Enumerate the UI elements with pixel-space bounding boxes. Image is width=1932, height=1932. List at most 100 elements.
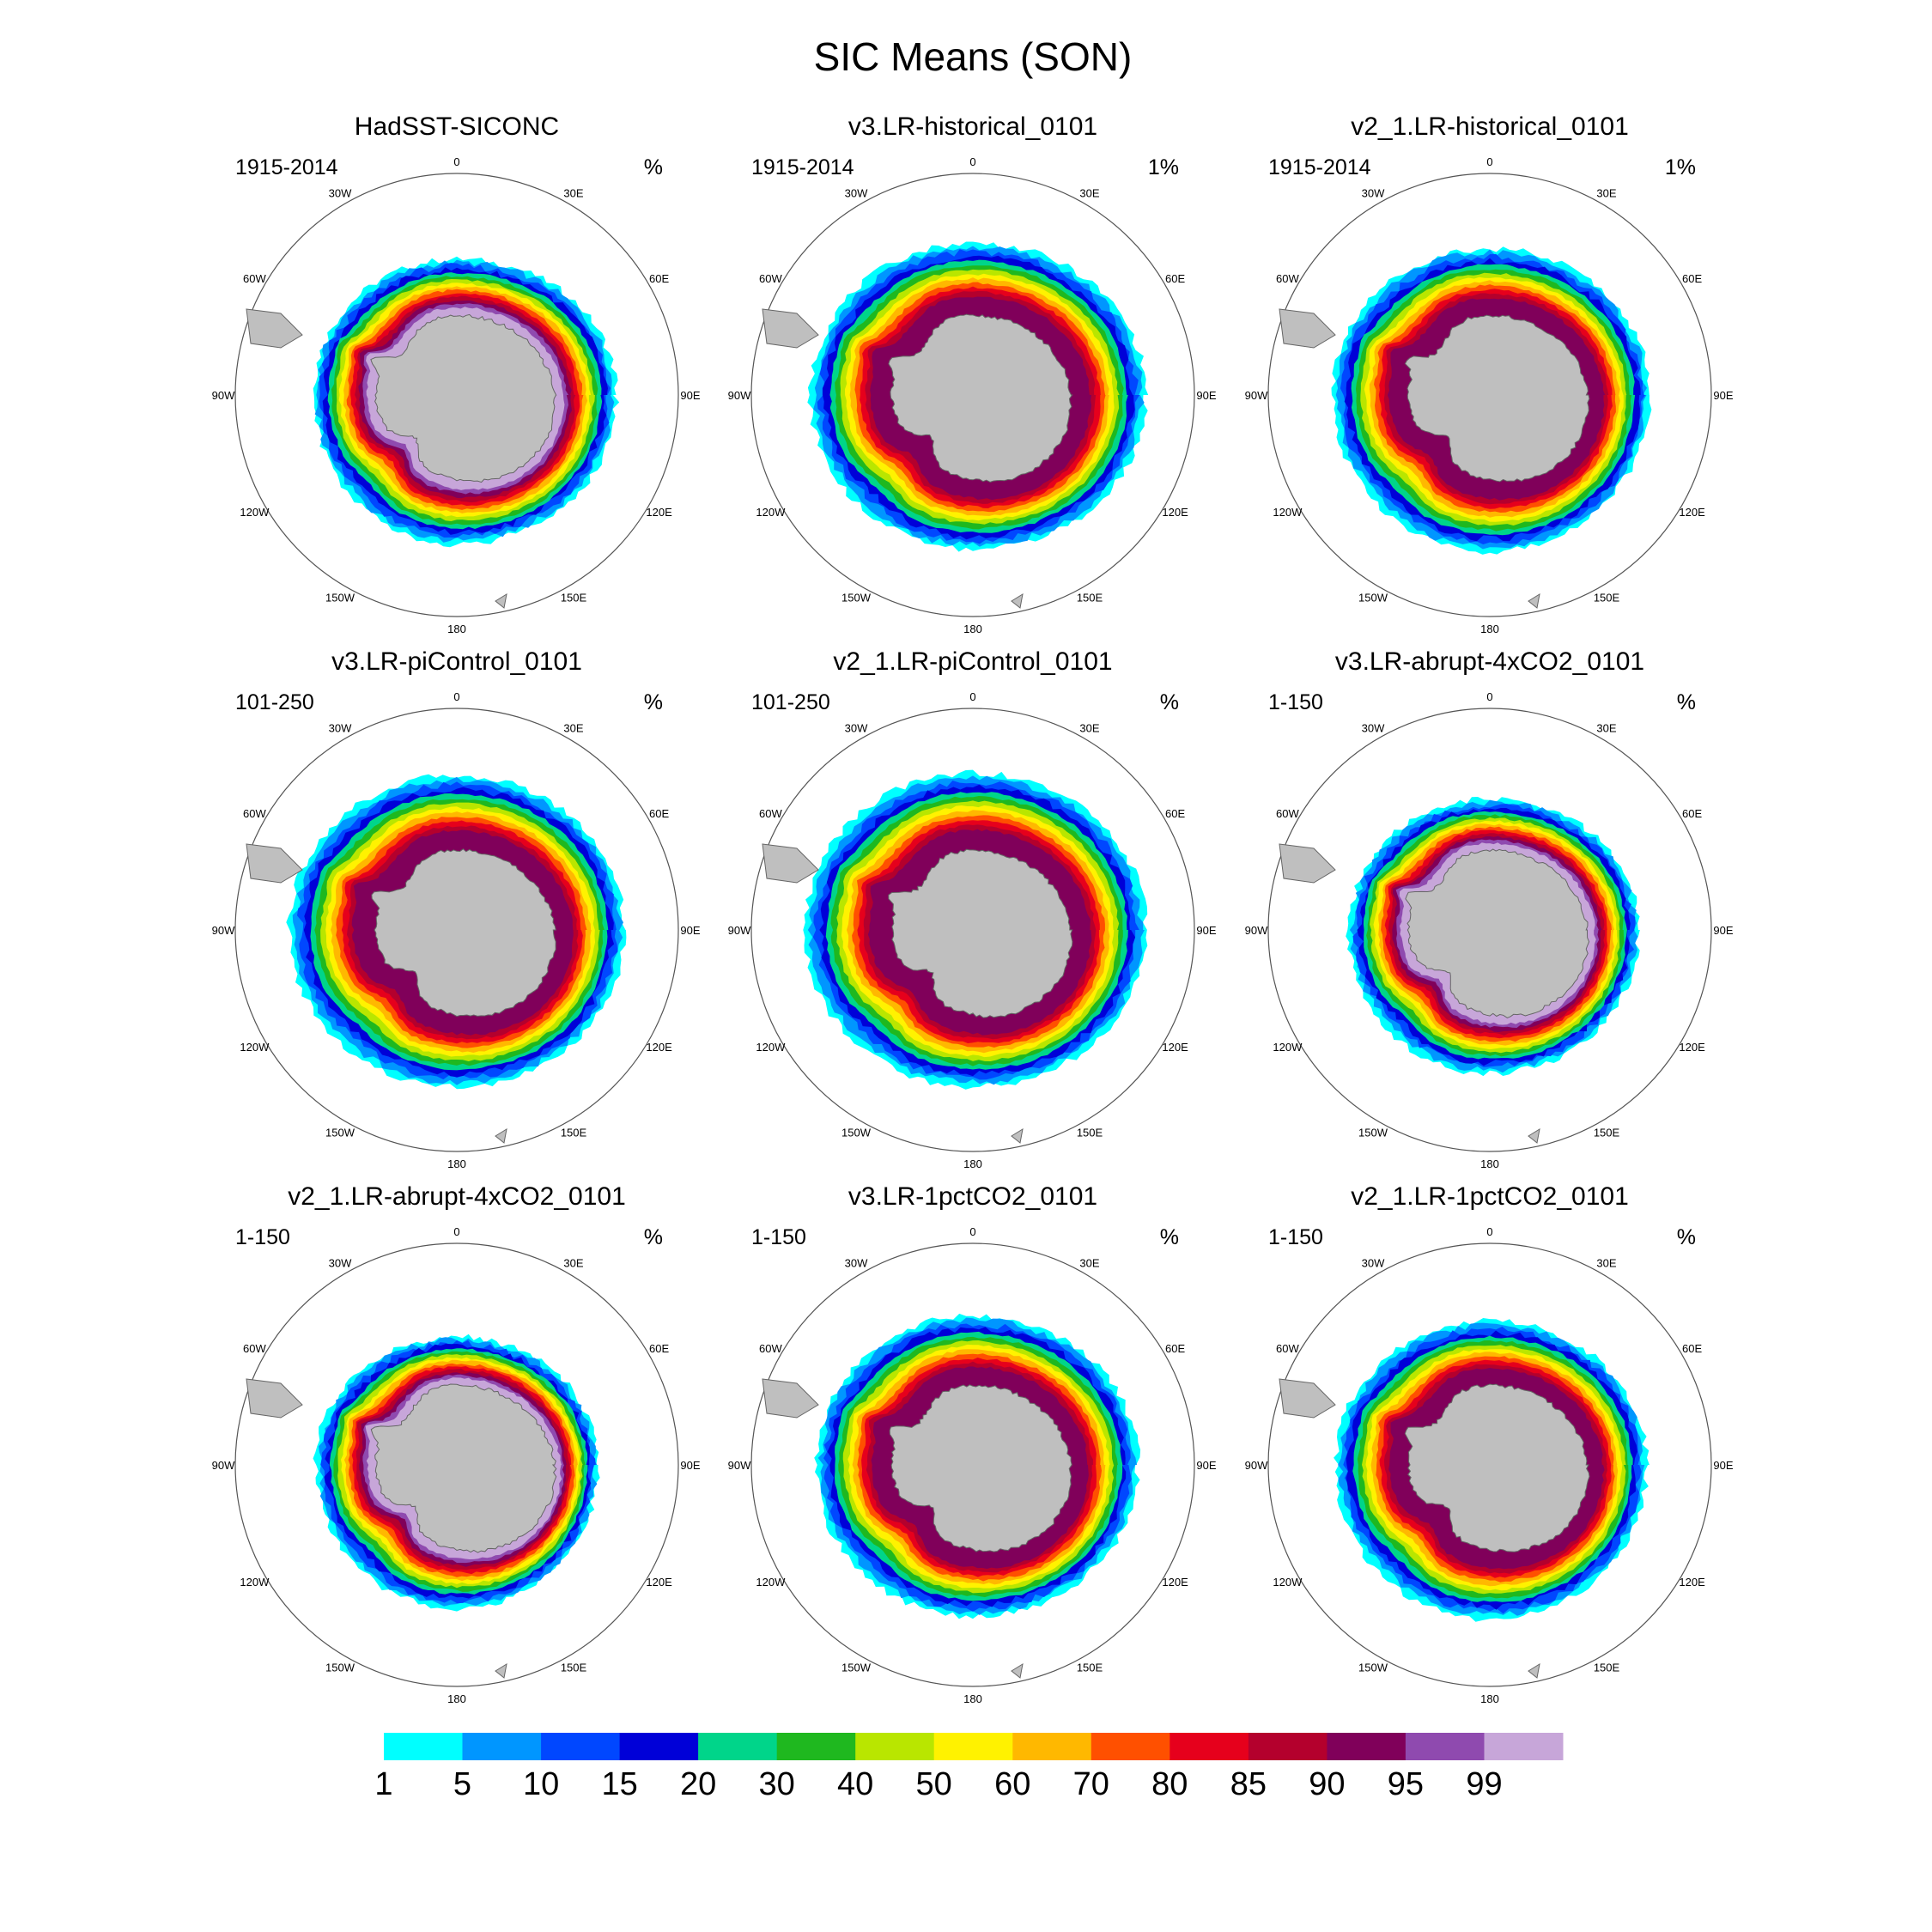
longitude-label: 120W — [1273, 506, 1303, 519]
new-zealand-landmass — [1011, 1127, 1024, 1144]
longitude-label: 150E — [1077, 592, 1103, 605]
longitude-label: 150W — [841, 1662, 872, 1674]
longitude-label: 60W — [243, 1342, 266, 1355]
colorbar-swatch — [1091, 1733, 1170, 1760]
longitude-label: 60E — [649, 807, 669, 820]
panel-title: v3.LR-piControl_0101 — [331, 647, 582, 676]
longitude-label: 120E — [1162, 506, 1188, 519]
new-zealand-landmass — [1011, 1662, 1024, 1679]
longitude-label: 90W — [728, 389, 751, 402]
longitude-label: 120E — [1679, 1576, 1705, 1589]
colorbar-tick-label: 95 — [1388, 1766, 1424, 1802]
colorbar-tick-label: 60 — [994, 1766, 1030, 1802]
map-panel: v3.LR-abrupt-4xCO2_0101 1-150 % 0 30E 60E 90E 1… — [1245, 647, 1734, 1170]
longitude-label: 150W — [841, 1127, 872, 1139]
longitude-label: 120W — [1273, 1576, 1303, 1589]
longitude-label: 150W — [325, 1662, 355, 1674]
colorbar-swatch — [1248, 1733, 1327, 1760]
panel-period: 1-150 — [1268, 690, 1323, 714]
longitude-label: 150E — [1594, 592, 1620, 605]
longitude-label: 60W — [759, 1342, 782, 1355]
longitude-label: 90E — [680, 1459, 700, 1472]
map-panel: v2_1.LR-historical_0101 1915-2014 1% 0 30E 60… — [1245, 112, 1734, 635]
longitude-label: 180 — [1480, 623, 1499, 635]
south-america-landmass — [246, 1378, 303, 1419]
longitude-label: 120W — [240, 1576, 270, 1589]
antarctica-landmass — [370, 313, 557, 483]
colorbar-tick-label: 80 — [1151, 1766, 1188, 1802]
longitude-label: 180 — [447, 1157, 466, 1170]
panel-period: 1-150 — [751, 1225, 806, 1249]
longitude-label: 60W — [243, 807, 266, 820]
panel-title: v2_1.LR-piControl_0101 — [833, 647, 1112, 676]
longitude-label: 30W — [1362, 186, 1385, 199]
longitude-label: 90W — [728, 924, 751, 937]
longitude-label: 90E — [680, 389, 700, 402]
longitude-label: 30E — [1596, 186, 1616, 199]
colorbar-tick-label: 85 — [1230, 1766, 1267, 1802]
figure-title: SIC Means (SON) — [814, 34, 1133, 79]
antarctica-landmass — [888, 848, 1073, 1018]
new-zealand-landmass — [1528, 592, 1540, 609]
longitude-label: 30E — [1596, 1256, 1616, 1269]
south-america-landmass — [246, 308, 303, 349]
longitude-label: 90W — [728, 1459, 751, 1472]
new-zealand-landmass — [1528, 1662, 1540, 1679]
panel-title: v3.LR-abrupt-4xCO2_0101 — [1335, 647, 1644, 676]
longitude-label: 0 — [453, 690, 459, 703]
longitude-label: 90W — [212, 1459, 235, 1472]
longitude-label: 60E — [1165, 272, 1185, 285]
colorbar-tick-label: 70 — [1073, 1766, 1109, 1802]
longitude-label: 120E — [646, 506, 672, 519]
colorbar-tick-label: 30 — [759, 1766, 795, 1802]
map-panel: v3.LR-piControl_0101 101-250 % 0 30E 60E 90E 12… — [212, 647, 701, 1170]
longitude-label: 180 — [1480, 1157, 1499, 1170]
longitude-label: 120W — [756, 1576, 786, 1589]
longitude-label: 90E — [1713, 389, 1733, 402]
longitude-label: 150W — [325, 592, 355, 605]
panel-units: % — [1160, 1225, 1179, 1249]
longitude-label: 120W — [240, 1041, 270, 1054]
longitude-label: 60E — [1682, 272, 1702, 285]
panel-units: 1% — [1148, 155, 1179, 179]
panel-units: % — [1677, 1225, 1696, 1249]
antarctica-landmass — [888, 313, 1073, 483]
longitude-label: 60W — [1276, 807, 1299, 820]
panel-period: 1915-2014 — [751, 155, 854, 179]
new-zealand-landmass — [495, 1662, 507, 1679]
longitude-label: 30E — [563, 1256, 583, 1269]
colorbar-tick-label: 99 — [1466, 1766, 1502, 1802]
panel-units: 1% — [1665, 155, 1696, 179]
panel-title: v3.LR-1pctCO2_0101 — [848, 1182, 1097, 1211]
south-america-landmass — [762, 843, 819, 884]
antarctica-landmass — [1405, 848, 1590, 1018]
colorbar-tick-label: 10 — [523, 1766, 559, 1802]
panel-units: % — [1160, 690, 1179, 714]
longitude-label: 60E — [1165, 807, 1185, 820]
map-panel: v3.LR-1pctCO2_0101 1-150 % 0 30E 60E 90E 120E 15… — [728, 1182, 1217, 1705]
colorbar-tick-label: 1 — [374, 1766, 392, 1802]
longitude-label: 90W — [212, 389, 235, 402]
longitude-label: 150E — [1077, 1127, 1103, 1139]
panel-period: 1915-2014 — [1268, 155, 1371, 179]
colorbar-tick-label: 40 — [837, 1766, 873, 1802]
longitude-label: 180 — [447, 623, 466, 635]
longitude-label: 90W — [212, 924, 235, 937]
longitude-label: 30W — [845, 1256, 868, 1269]
longitude-label: 90W — [1245, 389, 1268, 402]
colorbar: 1 5 10 15 20 30 40 50 60 70 80 85 90 95 99 — [374, 1733, 1564, 1802]
longitude-label: 120E — [1679, 506, 1705, 519]
panel-title: v2_1.LR-1pctCO2_0101 — [1351, 1182, 1629, 1211]
longitude-label: 30W — [845, 721, 868, 734]
longitude-label: 180 — [1480, 1692, 1499, 1705]
panel-units: % — [644, 155, 663, 179]
colorbar-swatch — [384, 1733, 463, 1760]
south-america-landmass — [762, 308, 819, 349]
south-america-landmass — [246, 843, 303, 884]
panel-period: 101-250 — [751, 690, 830, 714]
map-panels: HadSST-SICONC 1915-2014 % 0 30E 60E 90E 120E 150… — [212, 112, 1734, 1705]
longitude-label: 120E — [1162, 1041, 1188, 1054]
longitude-label: 90W — [1245, 924, 1268, 937]
longitude-label: 180 — [963, 1692, 982, 1705]
longitude-label: 150E — [1077, 1662, 1103, 1674]
